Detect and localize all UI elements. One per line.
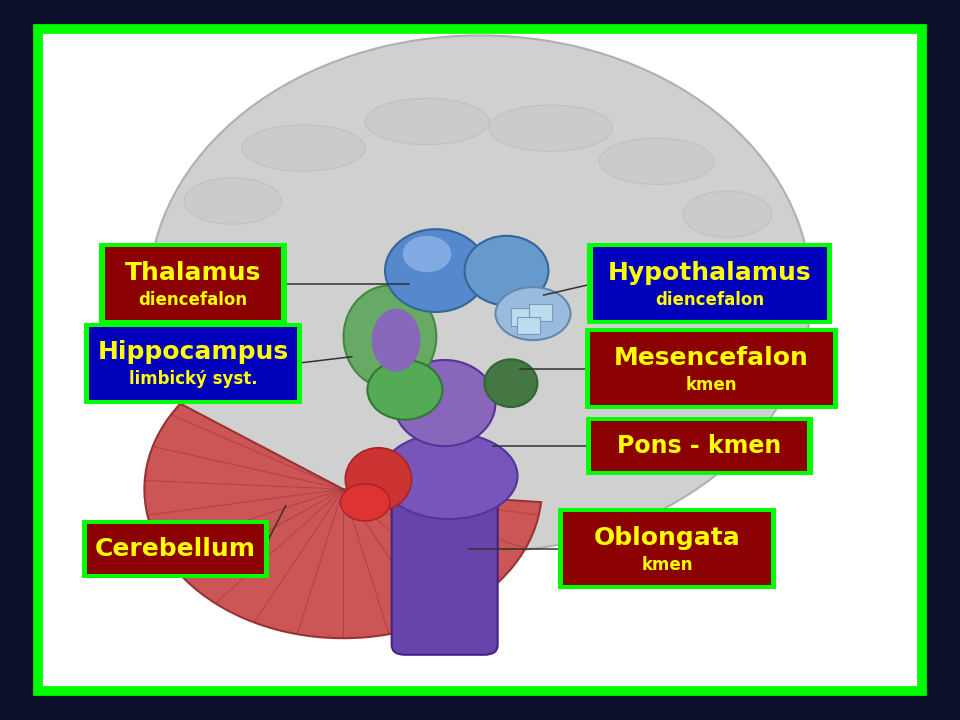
FancyBboxPatch shape — [558, 508, 777, 589]
Ellipse shape — [684, 191, 772, 238]
Ellipse shape — [380, 433, 517, 519]
Ellipse shape — [394, 360, 495, 446]
Text: kmen: kmen — [641, 556, 693, 574]
Ellipse shape — [723, 257, 803, 304]
FancyBboxPatch shape — [84, 323, 302, 404]
Text: Mesencefalon: Mesencefalon — [614, 346, 809, 369]
Text: diencefalon: diencefalon — [138, 291, 248, 309]
Ellipse shape — [489, 105, 612, 151]
Ellipse shape — [465, 235, 548, 305]
Text: kmen: kmen — [685, 376, 737, 394]
FancyBboxPatch shape — [517, 317, 540, 334]
FancyBboxPatch shape — [586, 418, 812, 475]
FancyBboxPatch shape — [392, 489, 497, 654]
Text: Hypothalamus: Hypothalamus — [608, 261, 811, 285]
Ellipse shape — [385, 229, 487, 312]
FancyBboxPatch shape — [585, 328, 838, 409]
Ellipse shape — [599, 138, 714, 184]
Ellipse shape — [495, 287, 570, 340]
Ellipse shape — [372, 309, 420, 372]
FancyBboxPatch shape — [588, 243, 832, 324]
Text: Thalamus: Thalamus — [125, 261, 261, 285]
FancyBboxPatch shape — [89, 327, 297, 400]
FancyBboxPatch shape — [38, 29, 922, 691]
Text: Cerebellum: Cerebellum — [95, 537, 255, 561]
FancyBboxPatch shape — [105, 248, 281, 320]
Ellipse shape — [368, 360, 443, 420]
Wedge shape — [144, 404, 541, 638]
Text: Oblongata: Oblongata — [594, 526, 740, 550]
Ellipse shape — [346, 448, 412, 510]
Text: diencefalon: diencefalon — [655, 291, 764, 309]
FancyBboxPatch shape — [590, 332, 833, 405]
Ellipse shape — [184, 178, 281, 224]
Ellipse shape — [242, 125, 365, 171]
FancyBboxPatch shape — [511, 308, 534, 325]
Circle shape — [341, 484, 390, 521]
Text: limbický syst.: limbický syst. — [129, 370, 257, 388]
FancyBboxPatch shape — [564, 513, 771, 585]
FancyBboxPatch shape — [87, 524, 264, 574]
FancyBboxPatch shape — [529, 304, 552, 321]
Ellipse shape — [365, 99, 489, 145]
FancyBboxPatch shape — [99, 243, 287, 324]
FancyBboxPatch shape — [592, 248, 827, 320]
Ellipse shape — [485, 359, 538, 407]
Ellipse shape — [149, 244, 228, 290]
Text: Hippocampus: Hippocampus — [97, 341, 289, 364]
FancyBboxPatch shape — [82, 520, 269, 577]
Ellipse shape — [149, 35, 811, 552]
Ellipse shape — [403, 235, 451, 272]
Ellipse shape — [344, 285, 436, 388]
Text: Pons - kmen: Pons - kmen — [617, 434, 781, 458]
FancyBboxPatch shape — [590, 421, 807, 471]
